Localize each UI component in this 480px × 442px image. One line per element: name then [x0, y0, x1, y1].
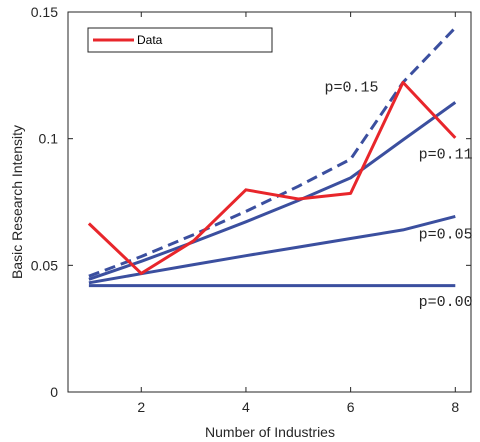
- x-tick-label: 2: [137, 399, 145, 415]
- legend-box: [87, 27, 273, 53]
- plot-area: [67, 11, 472, 393]
- series-layer: [87, 26, 457, 288]
- annotation-label: p=0.15: [324, 80, 378, 97]
- series-line-p-0-05: [88, 214, 456, 285]
- annotation-layer: p=0.15 p=0.11 p=0.05 p=0.00: [324, 80, 472, 311]
- y-tick-label: 0.15: [31, 4, 58, 20]
- annotation-label: p=0.00: [419, 294, 473, 311]
- tick-layer: 2 4 6 8 0 0.05 0.1 0.15: [31, 4, 471, 415]
- y-tick-label: 0.1: [39, 131, 59, 147]
- x-tick-label: 6: [347, 399, 355, 415]
- series-line-p-0-15: [88, 26, 457, 278]
- y-tick-label: 0.05: [31, 257, 58, 273]
- annotation-label: p=0.05: [419, 226, 473, 243]
- series-line-p-0-11: [88, 101, 457, 281]
- y-tick-label: 0: [50, 384, 58, 400]
- series-line-data: [87, 80, 457, 275]
- x-tick-label: 4: [242, 399, 250, 415]
- x-axis-label: Number of Industries: [205, 424, 335, 440]
- legend-label-data: Data: [137, 33, 163, 47]
- legend: Data: [87, 27, 273, 53]
- y-axis-label: Basic Research Intensity: [9, 125, 25, 279]
- x-tick-label: 8: [451, 399, 459, 415]
- annotation-label: p=0.11: [419, 146, 473, 163]
